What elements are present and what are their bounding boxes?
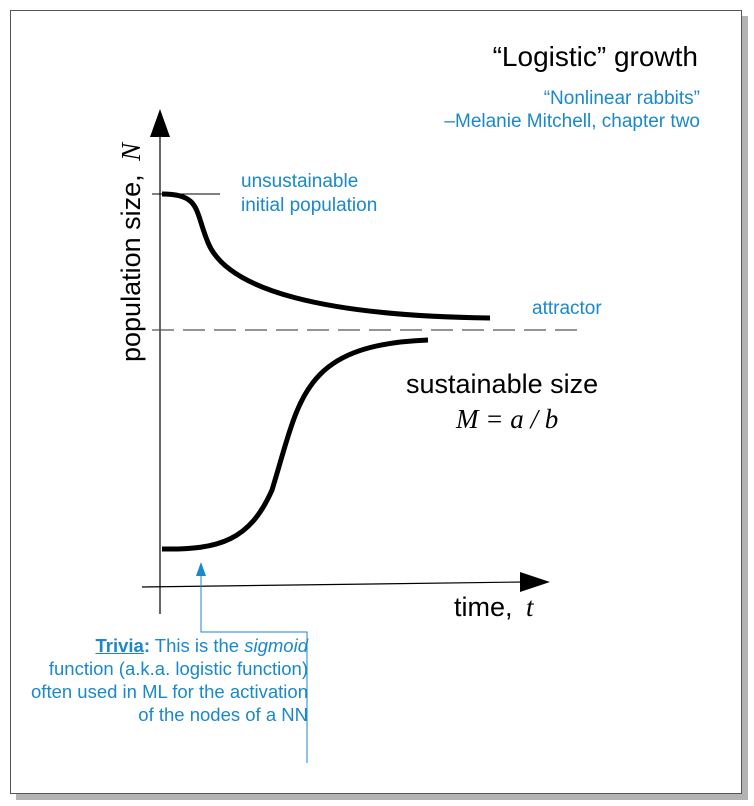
slide-frame — [10, 10, 742, 794]
trivia-emphasis: sigmoid — [244, 635, 308, 656]
citation-line-1: “Nonlinear rabbits” — [544, 88, 700, 109]
y-axis-label-var: N — [116, 141, 146, 162]
citation-line-2: –Melanie Mitchell, chapter two — [444, 111, 700, 132]
trivia-text-before: This is the — [149, 635, 245, 656]
trivia-colon: : — [143, 635, 150, 656]
attractor-label: attractor — [532, 298, 602, 319]
x-axis-label-var: t — [526, 592, 535, 622]
unsustainable-label-2: initial population — [241, 195, 377, 216]
decreasing-curve — [161, 191, 491, 321]
y-axis-arrowhead — [150, 109, 170, 137]
trivia-pointer-arrowhead — [196, 562, 206, 576]
formula-label: M = a / b — [455, 404, 558, 434]
x-axis-label: time, t — [454, 592, 535, 622]
y-axis-label: population size, N — [116, 141, 146, 362]
diagram-title: “Logistic” growth — [493, 41, 698, 72]
trivia-text-after: function (a.k.a. logistic function) ofte… — [31, 658, 308, 725]
unsustainable-label-1: unsustainable — [241, 171, 358, 192]
sigmoid-curve — [161, 337, 429, 552]
x-axis — [141, 581, 525, 588]
trivia-note: Trivia: This is the sigmoid function (a.… — [26, 634, 308, 726]
trivia-pointer-line — [200, 576, 308, 763]
sustainable-size-label: sustainable size — [406, 369, 598, 399]
x-axis-label-text: time, — [454, 592, 513, 622]
trivia-label: Trivia — [95, 635, 144, 656]
x-axis-arrowhead — [520, 572, 550, 592]
y-axis-label-text: population size, — [116, 174, 146, 362]
